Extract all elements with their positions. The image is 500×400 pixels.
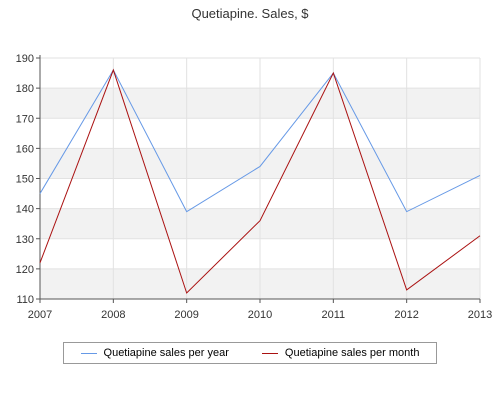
axes [36, 55, 481, 303]
y-tick-label: 120 [16, 264, 34, 276]
y-tick-label: 130 [16, 234, 34, 246]
series-lines [39, 68, 481, 294]
series-line-monthly [39, 68, 481, 294]
y-tick-label: 150 [16, 174, 34, 186]
x-tick-label: 2007 [28, 309, 52, 321]
y-tick-label: 190 [16, 53, 34, 65]
legend-swatch-monthly [261, 352, 278, 354]
y-tick-label: 140 [16, 204, 34, 216]
legend-item-yearly: Quetiapine sales per year [80, 347, 229, 359]
y-tick-label: 180 [16, 83, 34, 95]
y-tick-labels: 110 120 130 140 150 160 170 180 190 [16, 53, 34, 306]
x-tick-labels: 2007 2008 2009 2010 2011 2012 2013 [28, 309, 492, 321]
y-tick-label: 170 [16, 113, 34, 125]
x-tick-label: 2012 [394, 309, 418, 321]
x-tick-label: 2011 [322, 309, 346, 321]
legend-item-monthly: Quetiapine sales per month [261, 347, 420, 359]
x-tick-label: 2008 [101, 309, 125, 321]
chart-title: Quetiapine. Sales, $ [191, 6, 309, 21]
legend-label-yearly: Quetiapine sales per year [103, 347, 229, 359]
x-tick-label: 2013 [468, 309, 492, 321]
y-tick-label: 160 [16, 143, 34, 155]
legend-label-monthly: Quetiapine sales per month [284, 347, 420, 359]
legend: Quetiapine sales per year Quetiapine sal… [63, 342, 437, 364]
x-tick-label: 2010 [248, 309, 272, 321]
legend-swatch-yearly [80, 352, 97, 354]
x-tick-label: 2009 [174, 309, 198, 321]
y-tick-label: 110 [16, 294, 34, 306]
